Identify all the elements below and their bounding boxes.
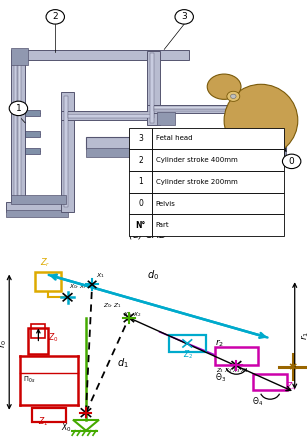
Text: 1: 1: [138, 178, 143, 186]
Bar: [129, 215, 152, 236]
Text: Cylinder stroke 400mm: Cylinder stroke 400mm: [156, 157, 237, 163]
Text: (a) CAD: (a) CAD: [129, 230, 166, 240]
Bar: [152, 171, 284, 193]
Text: Cylinder stroke 200mm: Cylinder stroke 200mm: [156, 179, 237, 185]
Bar: [152, 128, 284, 149]
Bar: [32, 408, 66, 422]
Bar: [154, 107, 227, 109]
Text: $X_1$: $X_1$: [96, 271, 105, 280]
Text: $d_1$: $d_1$: [117, 356, 128, 370]
Ellipse shape: [46, 10, 64, 24]
Text: 0: 0: [138, 199, 143, 208]
Text: $d_0$: $d_0$: [147, 268, 159, 282]
Text: $X_{0r}\ X_r\ \Pi_r$: $X_{0r}\ X_r\ \Pi_r$: [69, 282, 96, 291]
Ellipse shape: [227, 91, 240, 101]
Bar: [25, 110, 40, 116]
Bar: [169, 335, 206, 352]
Text: $\Theta_3$: $\Theta_3$: [215, 372, 226, 384]
Bar: [61, 91, 74, 212]
Ellipse shape: [231, 94, 236, 99]
Text: Part: Part: [156, 222, 169, 228]
Text: $X_{0r}\ X_2$: $X_{0r}\ X_2$: [123, 310, 142, 319]
Text: $\Theta_4$: $\Theta_4$: [252, 396, 263, 409]
Bar: [129, 171, 152, 193]
Bar: [11, 48, 28, 65]
Bar: [86, 148, 286, 157]
Bar: [32, 323, 45, 338]
Text: 2: 2: [52, 12, 58, 21]
Bar: [129, 193, 152, 215]
Ellipse shape: [175, 10, 193, 24]
Bar: [11, 55, 25, 205]
Ellipse shape: [9, 101, 28, 116]
Bar: [11, 195, 66, 203]
Bar: [68, 112, 154, 115]
Text: 2: 2: [138, 156, 143, 165]
Bar: [157, 112, 175, 125]
Text: $Z_r$: $Z_r$: [40, 256, 51, 268]
Ellipse shape: [282, 154, 301, 169]
Text: N°: N°: [135, 221, 146, 230]
Text: $Z_0$: $Z_0$: [48, 332, 58, 344]
Bar: [253, 374, 287, 390]
Text: $\Pi_{0s}$: $\Pi_{0s}$: [23, 375, 35, 385]
Bar: [147, 50, 160, 125]
Text: $r_1$: $r_1$: [299, 331, 307, 340]
Bar: [34, 272, 61, 292]
Text: 3: 3: [138, 134, 143, 143]
Bar: [64, 96, 68, 207]
Text: $r_2$: $r_2$: [215, 338, 224, 350]
Bar: [152, 215, 284, 236]
Text: $Z_4$: $Z_4$: [286, 380, 296, 393]
Bar: [6, 202, 68, 212]
Text: 1: 1: [16, 104, 21, 113]
Text: $Z_2$: $Z_2$: [183, 348, 193, 361]
Bar: [11, 50, 189, 60]
Text: $X_0$: $X_0$: [61, 421, 72, 434]
Bar: [129, 128, 152, 149]
Text: 0: 0: [289, 157, 294, 166]
Text: $Z_{0r}\ Z_1$: $Z_{0r}\ Z_1$: [103, 301, 122, 310]
Bar: [61, 111, 160, 120]
Bar: [68, 115, 154, 118]
Bar: [18, 60, 21, 200]
Text: Pelvis: Pelvis: [156, 201, 176, 206]
Bar: [150, 53, 154, 123]
Text: $r_0$: $r_0$: [0, 339, 10, 348]
Text: 3: 3: [181, 12, 187, 21]
Ellipse shape: [224, 84, 298, 157]
Bar: [152, 193, 284, 215]
Bar: [25, 148, 40, 154]
Text: Fetal head: Fetal head: [156, 136, 192, 141]
Bar: [154, 109, 227, 111]
Bar: [6, 210, 68, 217]
Bar: [86, 137, 286, 149]
Bar: [14, 60, 17, 200]
Bar: [147, 105, 233, 113]
Ellipse shape: [207, 74, 241, 99]
Bar: [29, 328, 49, 354]
Bar: [152, 149, 284, 171]
Bar: [129, 149, 152, 171]
Text: $Z_3\ X_2\ X_3\ X_4$: $Z_3\ X_2\ X_3\ X_4$: [216, 366, 249, 375]
Bar: [25, 131, 40, 137]
Text: $Z_1$: $Z_1$: [38, 415, 49, 428]
Bar: [215, 347, 258, 365]
